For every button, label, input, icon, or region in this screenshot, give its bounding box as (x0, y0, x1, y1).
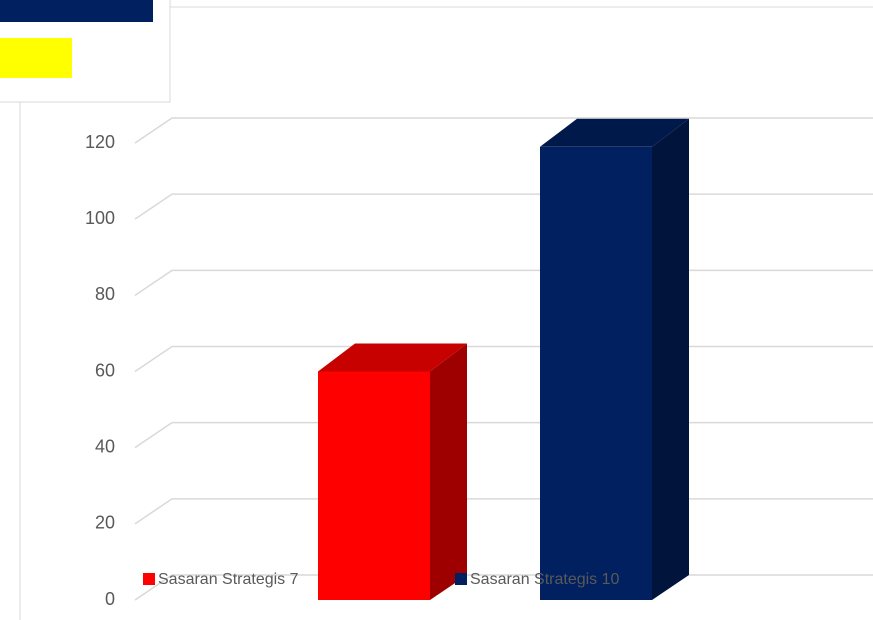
legend-swatch (143, 573, 155, 585)
y-tick-label: 100 (85, 208, 115, 228)
grid-line (134, 498, 873, 525)
legend-label: Sasaran Strategis 7 (158, 571, 299, 588)
y-tick-label: 80 (95, 284, 115, 304)
grid-line (134, 269, 873, 296)
y-tick-label: 0 (105, 589, 115, 609)
grid-line (134, 193, 873, 220)
legend-swatch (0, 0, 153, 22)
legend-label: Sasaran Strategis 10 (470, 571, 620, 588)
grid-line (134, 345, 873, 373)
bar-side (652, 118, 689, 600)
grid-line (134, 117, 873, 144)
y-tick-label: 20 (95, 513, 115, 533)
bar-top (318, 343, 467, 372)
bar-side (430, 343, 467, 600)
bar (540, 146, 652, 600)
y-tick-label: 40 (95, 436, 115, 456)
bar-top (540, 118, 689, 147)
legend-swatch (455, 573, 467, 585)
legend-swatch (0, 38, 72, 78)
y-tick-label: 60 (95, 360, 115, 380)
bar (318, 371, 430, 600)
y-tick-label: 120 (85, 132, 115, 152)
grid-line (134, 421, 873, 449)
